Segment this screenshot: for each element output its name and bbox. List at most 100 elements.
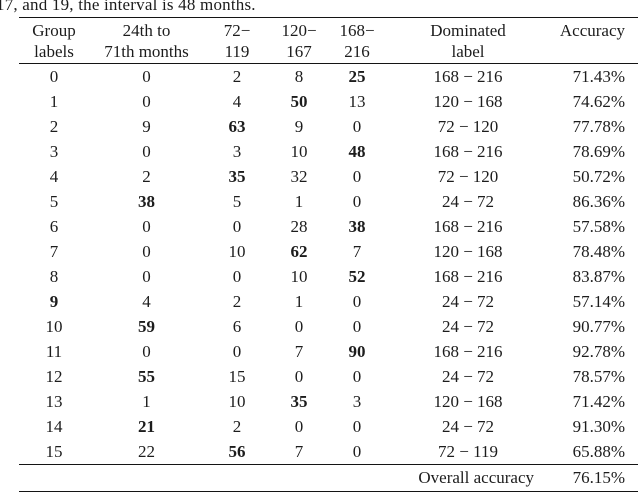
accuracy-cell: 57.14% xyxy=(572,291,625,311)
dominated-label-cell: 24 − 72 xyxy=(441,416,495,436)
dominated-label-cell: 168 − 216 xyxy=(433,141,503,161)
count-cell: 59 xyxy=(138,316,155,336)
table-row: 7 0 10 62 7 120 − 168 78.48% xyxy=(19,239,638,264)
count-cell: 0 xyxy=(142,91,151,111)
table-row: 13 1 10 35 3 120 − 168 71.42% xyxy=(19,389,638,414)
accuracy-cell: 77.78% xyxy=(572,116,625,136)
table-row: 8 0 0 10 52 168 − 216 83.87% xyxy=(19,264,638,289)
count-cell: 7 xyxy=(270,439,328,465)
count-cell: 10 xyxy=(228,391,246,411)
count-cell: 52 xyxy=(348,266,366,286)
count-cell: 2 xyxy=(232,416,242,436)
dominated-label-cell: 24 − 72 xyxy=(441,316,495,336)
overall-row: Overall accuracy 76.15% xyxy=(19,465,638,492)
group-label-cell: 11 xyxy=(45,341,63,361)
col-header-24-71: 24th to xyxy=(122,21,171,40)
caption-text: 17, and 19, the interval is 48 months. xyxy=(0,0,256,14)
header-row-2: labels 71th months 119 167 216 label xyxy=(19,41,638,64)
count-cell: 0 xyxy=(232,216,242,236)
group-label-cell: 13 xyxy=(45,391,63,411)
count-cell: 9 xyxy=(294,116,304,136)
count-cell: 3 xyxy=(352,391,362,411)
count-cell: 9 xyxy=(142,116,151,136)
group-label-cell: 14 xyxy=(45,416,63,436)
count-cell: 0 xyxy=(294,316,304,336)
count-cell: 35 xyxy=(228,166,246,186)
table-row: 14 21 2 0 0 24 − 72 91.30% xyxy=(19,414,638,439)
count-cell: 0 xyxy=(142,341,151,361)
count-cell: 22 xyxy=(89,439,204,465)
count-cell: 1 xyxy=(294,191,304,211)
count-cell: 55 xyxy=(138,366,155,386)
count-cell: 7 xyxy=(294,341,304,361)
count-cell: 0 xyxy=(142,241,151,261)
accuracy-cell: 92.78% xyxy=(572,341,625,361)
table-row: 4 2 35 32 0 72 − 120 50.72% xyxy=(19,164,638,189)
count-cell: 5 xyxy=(232,191,242,211)
table-row: 1 0 4 50 13 120 − 168 74.62% xyxy=(19,89,638,114)
col-header-accuracy: Accuracy xyxy=(559,21,625,40)
dominated-label-cell: 168 − 216 xyxy=(433,216,503,236)
count-cell: 8 xyxy=(294,66,304,86)
col-header-168-216-line2: 216 xyxy=(328,41,386,64)
accuracy-cell: 71.42% xyxy=(572,391,625,411)
count-cell: 0 xyxy=(142,216,151,236)
group-label-cell: 2 xyxy=(49,116,59,136)
table-row: 3 0 3 10 48 168 − 216 78.69% xyxy=(19,139,638,164)
count-cell: 0 xyxy=(294,416,304,436)
group-label-cell: 0 xyxy=(49,66,59,86)
accuracy-cell: 78.57% xyxy=(572,366,625,386)
count-cell: 35 xyxy=(290,391,308,411)
table-row: 12 55 15 0 0 24 − 72 78.57% xyxy=(19,364,638,389)
header-row-1: Group 24th to 72− 120− 168− Dominated Ac… xyxy=(19,18,638,42)
count-cell: 28 xyxy=(290,216,308,236)
dominated-label-cell: 72 − 119 xyxy=(386,439,550,465)
count-cell: 2 xyxy=(232,291,242,311)
count-cell: 0 xyxy=(352,366,362,386)
table-row: 2 9 63 9 0 72 − 120 77.78% xyxy=(19,114,638,139)
count-cell: 0 xyxy=(352,191,362,211)
table-row: 5 38 5 1 0 24 − 72 86.36% xyxy=(19,189,638,214)
count-cell: 0 xyxy=(142,141,151,161)
count-cell: 48 xyxy=(348,141,366,161)
group-label-cell: 3 xyxy=(49,141,59,161)
dominated-label-cell: 72 − 120 xyxy=(437,166,499,186)
count-cell: 4 xyxy=(142,291,151,311)
table-row: 6 0 0 28 38 168 − 216 57.58% xyxy=(19,214,638,239)
count-cell: 38 xyxy=(348,216,366,236)
count-cell: 2 xyxy=(142,166,151,186)
count-cell: 50 xyxy=(290,91,308,111)
accuracy-cell: 83.87% xyxy=(572,266,625,286)
count-cell: 0 xyxy=(142,66,151,86)
group-label-cell: 5 xyxy=(49,191,59,211)
count-cell: 3 xyxy=(232,141,242,161)
group-label-cell: 12 xyxy=(45,366,63,386)
results-table: Group 24th to 72− 120− 168− Dominated Ac… xyxy=(19,17,638,492)
col-header-dominated-line2: label xyxy=(386,41,550,64)
group-label-cell: 4 xyxy=(49,166,59,186)
dominated-label-cell: 168 − 216 xyxy=(433,341,503,361)
count-cell: 56 xyxy=(204,439,270,465)
count-cell: 90 xyxy=(348,341,366,361)
col-header-168-216: 168− xyxy=(339,21,375,40)
group-label-cell: 15 xyxy=(19,439,89,465)
count-cell: 0 xyxy=(352,166,362,186)
table-row: 11 0 0 7 90 168 − 216 92.78% xyxy=(19,339,638,364)
col-header-group: Group xyxy=(32,21,76,40)
table-row: 15 22 56 7 0 72 − 119 65.88% xyxy=(19,439,638,465)
count-cell: 0 xyxy=(232,341,242,361)
col-header-dominated: Dominated xyxy=(430,21,506,40)
count-cell: 0 xyxy=(328,439,386,465)
count-cell: 0 xyxy=(352,116,362,136)
count-cell: 13 xyxy=(348,91,366,111)
table-row: 10 59 6 0 0 24 − 72 90.77% xyxy=(19,314,638,339)
count-cell: 2 xyxy=(232,66,242,86)
count-cell: 1 xyxy=(142,391,151,411)
accuracy-cell: 78.48% xyxy=(572,241,625,261)
count-cell: 21 xyxy=(138,416,155,436)
accuracy-cell: 91.30% xyxy=(572,416,625,436)
count-cell: 10 xyxy=(228,241,246,261)
dominated-label-cell: 168 − 216 xyxy=(433,66,503,86)
table-footer: Overall accuracy 76.15% xyxy=(19,465,638,492)
overall-accuracy-label: Overall accuracy xyxy=(418,468,534,487)
